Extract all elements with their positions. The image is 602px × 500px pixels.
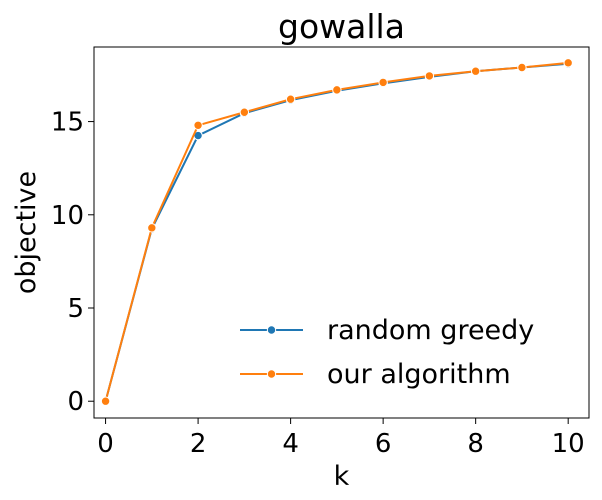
x-tick-label: 8 (467, 429, 484, 459)
legend-label: random greedy (327, 315, 534, 346)
y-tick-label: 15 (51, 108, 84, 138)
y-tick-label: 0 (67, 387, 84, 417)
series-point (285, 94, 296, 104)
series-point (239, 107, 250, 117)
x-tick-label: 10 (552, 429, 585, 459)
x-axis-label: k (334, 461, 350, 492)
series-point (100, 396, 111, 406)
y-axis-ticks: 0 5 10 15 (51, 108, 94, 417)
series-point (378, 77, 388, 88)
y-axis-label: objective (11, 171, 42, 294)
x-axis-ticks: 0 2 4 6 8 10 (97, 418, 585, 459)
y-tick-label: 10 (51, 201, 84, 231)
series-point (470, 66, 481, 76)
x-tick-label: 0 (97, 429, 114, 459)
series-layer (100, 58, 573, 406)
series-point (424, 71, 435, 81)
series-point (147, 223, 157, 233)
series-point (193, 120, 203, 131)
chart-title: gowalla (278, 7, 405, 46)
plot-frame (93, 46, 590, 419)
legend-label: our algorithm (327, 359, 511, 390)
series-point (517, 62, 527, 73)
series-point (563, 58, 573, 68)
series-point (332, 85, 342, 95)
legend-marker (266, 325, 277, 335)
x-tick-label: 6 (375, 429, 392, 459)
series-line (104, 61, 569, 402)
y-tick-label: 5 (67, 294, 84, 324)
x-tick-label: 4 (282, 429, 299, 459)
legend: random greedy our algorithm (240, 315, 534, 390)
x-tick-label: 2 (190, 429, 207, 459)
series-line (104, 62, 569, 402)
legend-marker (266, 369, 277, 379)
